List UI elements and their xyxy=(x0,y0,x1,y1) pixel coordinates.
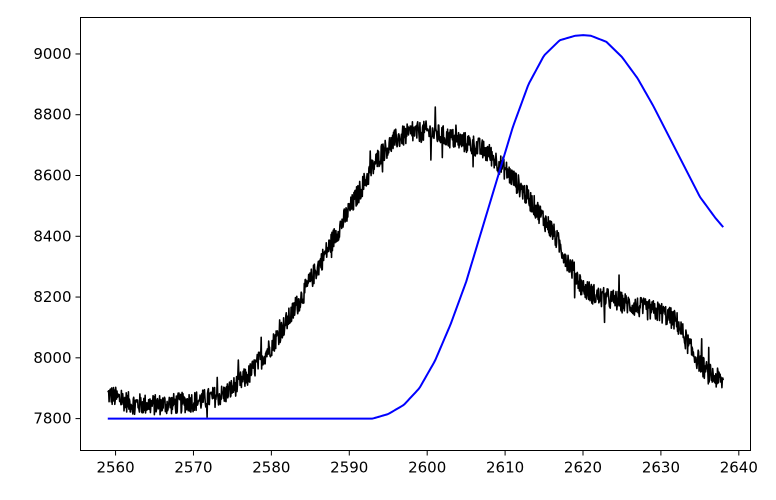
y-tick-label: 8800 xyxy=(33,106,71,124)
x-tick-label: 2580 xyxy=(252,459,290,477)
x-tick-label: 2570 xyxy=(174,459,212,477)
y-tick-label: 8600 xyxy=(33,167,71,185)
noisy-data-line xyxy=(107,106,725,419)
smooth-model-line xyxy=(107,34,724,420)
x-tick-label: 2620 xyxy=(564,459,602,477)
plot-frame xyxy=(80,17,751,451)
x-tick-label: 2630 xyxy=(642,459,680,477)
x-tick-label: 2640 xyxy=(720,459,758,477)
y-tick-label: 8000 xyxy=(33,349,71,367)
x-axis-ticks: 2560 2570 2580 2590 2600 2610 2620 2630 2640 xyxy=(96,450,758,477)
y-axis-ticks: 7800 8000 8200 8400 8600 8800 9000 xyxy=(33,45,81,428)
y-tick-label: 7800 xyxy=(33,410,71,428)
x-tick-label: 2560 xyxy=(96,459,134,477)
x-tick-label: 2600 xyxy=(408,459,446,477)
x-tick-label: 2610 xyxy=(486,459,524,477)
y-tick-label: 8200 xyxy=(33,288,71,306)
y-tick-label: 8400 xyxy=(33,227,71,245)
y-tick-label: 9000 xyxy=(33,45,71,63)
x-tick-label: 2590 xyxy=(330,459,368,477)
series-layer xyxy=(107,34,725,420)
